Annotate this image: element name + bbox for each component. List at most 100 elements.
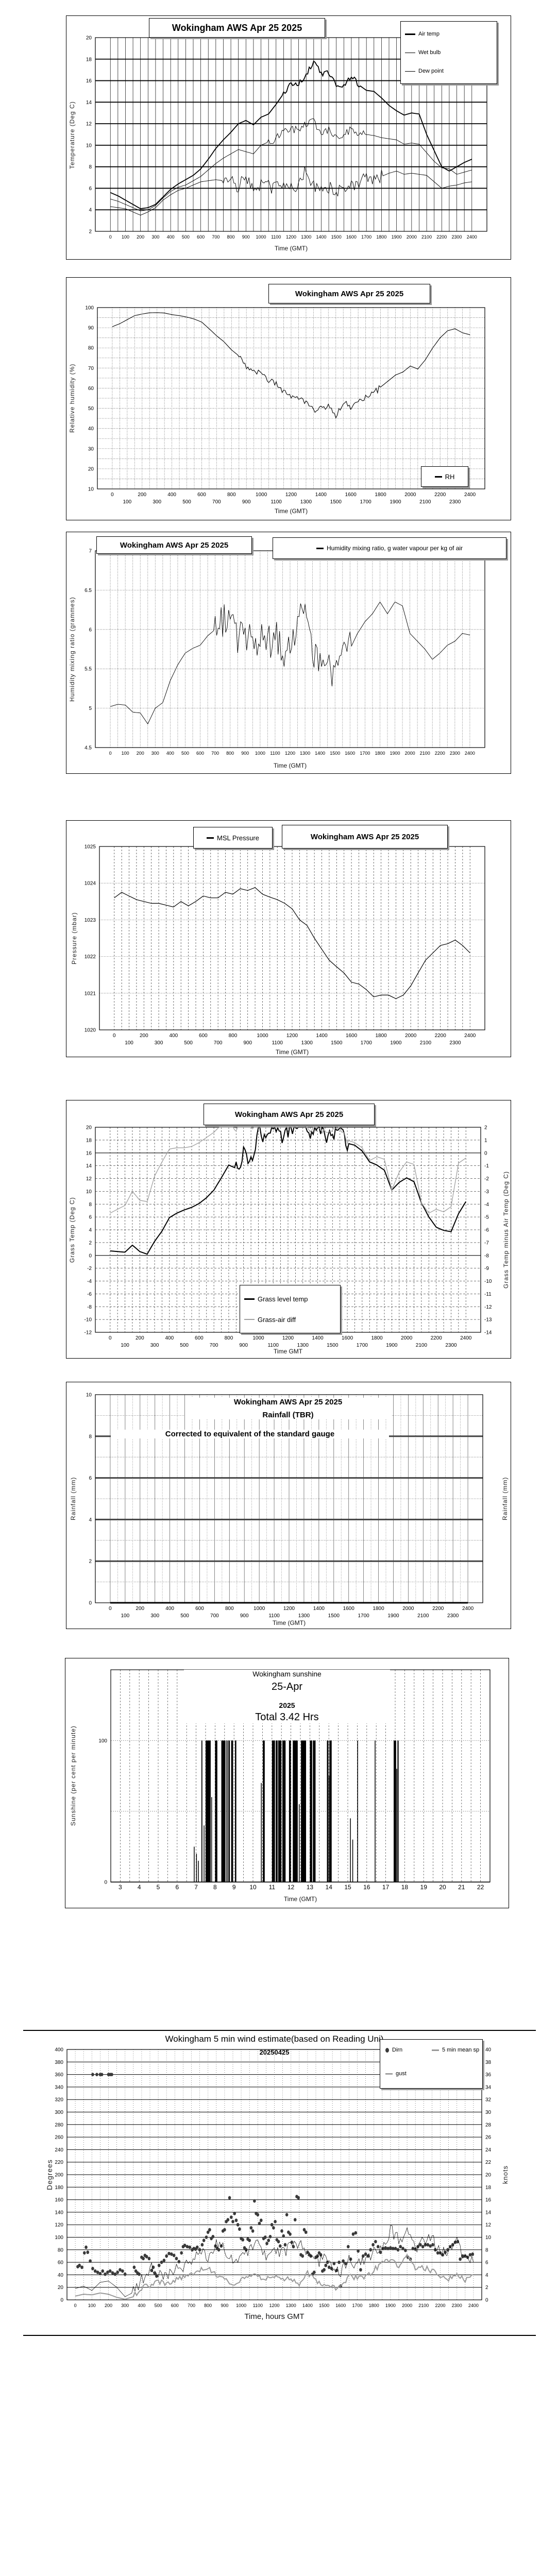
x-tick-label: 0	[109, 1335, 112, 1341]
x-tick-label: 0	[111, 492, 114, 498]
x-tick-label: 2400	[460, 1335, 472, 1341]
x-tick-label: 2000	[404, 492, 416, 498]
y-right-tick-label: -4	[484, 1202, 489, 1208]
x-tick-label: 1500	[327, 1343, 339, 1348]
x-tick-label: 1300	[286, 2303, 296, 2308]
wind-direction-dot	[332, 2262, 336, 2265]
x-tick-label: 1200	[285, 492, 297, 498]
y-tick-label: 6	[89, 186, 92, 192]
y-tick-label: 4	[89, 208, 92, 213]
wind-direction-dot	[399, 2245, 402, 2249]
y-tick-label: -2	[87, 1266, 92, 1272]
x-tick-label: 1200	[285, 751, 295, 756]
sunshine-bar	[226, 1740, 228, 1882]
x-tick-label: 2300	[450, 751, 460, 756]
x-tick-label: 0	[109, 751, 112, 756]
y-tick-label: 240	[55, 2147, 63, 2153]
wind-direction-dot	[282, 2234, 285, 2238]
x-tick-label: 2300	[452, 2303, 462, 2308]
x-tick-label: 1100	[253, 2303, 263, 2308]
series-line	[110, 1126, 466, 1214]
chart-title: Wokingham AWS Apr 25 2025	[96, 536, 252, 554]
chart-title: Wokingham AWS Apr 25 2025	[149, 18, 325, 38]
chart-title: Wokingham AWS Apr 25 2025 Rainfall (TBR)	[185, 1398, 391, 1419]
x-tick-label: 1500	[319, 2303, 329, 2308]
sunshine-bar	[272, 1740, 275, 1882]
x-tick-label: 1800	[375, 492, 386, 498]
x-tick-label: 16	[363, 1884, 370, 1891]
x-tick-label: 800	[227, 234, 235, 240]
x-tick-label: 8	[213, 1884, 217, 1891]
x-tick-label: 17	[382, 1884, 390, 1891]
wind-direction-dot	[183, 2243, 187, 2247]
legend-item: Air temp	[405, 31, 439, 37]
x-tick-label: 1000	[257, 1033, 268, 1039]
wind-direction-dot	[369, 2248, 373, 2252]
legend-label: Grass level temp	[258, 1295, 308, 1303]
y-tick-label: 4.5	[84, 745, 92, 751]
x-tick-label: 400	[138, 2303, 145, 2308]
wind-direction-dot	[259, 2218, 263, 2223]
wind-direction-dot	[436, 2251, 439, 2255]
chart-sunshine-frame: 3 4 5 6 7 8 9 10 11 12 13 14 15 16 17 18 19 20 21 22 0 100 Wo…	[65, 1658, 509, 1908]
x-tick-label: 200	[136, 1606, 144, 1612]
sunshine-bar	[201, 1740, 202, 1882]
series-line	[114, 887, 470, 999]
y-right-tick-label: 18	[485, 2185, 492, 2191]
x-tick-label: 2000	[402, 1606, 414, 1612]
x-tick-label: 2000	[405, 751, 415, 756]
wind-direction-dot	[226, 2218, 230, 2222]
sunshine-bar	[206, 1740, 211, 1882]
total-label: Total 3.42 Hrs	[255, 1711, 319, 1723]
y-tick-label: 12	[86, 1176, 92, 1182]
y-right-tick-label: -10	[484, 1279, 492, 1284]
sunshine-bar	[327, 1740, 329, 1882]
y-right-tick-label: -2	[484, 1176, 489, 1182]
mean-speed-line-swatch	[432, 2049, 439, 2051]
y-tick-label: 1024	[84, 881, 96, 887]
wind-direction-dot	[101, 2269, 105, 2273]
wind-direction-dot	[464, 2254, 467, 2258]
chart-title-block: Wokingham sunshine 25-Apr 2025 Total 3.4…	[184, 1670, 390, 1723]
wind-direction-dot	[327, 2265, 331, 2269]
y-tick-label: 8	[89, 1434, 92, 1439]
wind-direction-dot	[394, 2246, 397, 2250]
x-tick-label: 11	[269, 1884, 276, 1891]
x-tick-label: 1500	[328, 1613, 340, 1619]
chart-pressure-frame: 0 100 200 300 400 500 600 700 800 900 1000 1100 1200…	[66, 820, 511, 1057]
chart-title: Wokingham AWS Apr 25 2025	[204, 1104, 375, 1125]
chart-title-line1: Wokingham AWS Apr 25 2025	[233, 1398, 343, 1406]
wind-direction-dot	[386, 2246, 390, 2250]
x-tick-label: 100	[122, 234, 129, 240]
x-tick-label: 400	[165, 1606, 174, 1612]
chart-layer-4: 0100200300400500600700800900100011001200…	[84, 1125, 492, 1349]
y-right-tick-label: 14	[485, 2210, 492, 2215]
wind-direction-dot	[326, 2260, 329, 2264]
legend: MSL Pressure	[193, 827, 273, 849]
wind-direction-dot	[258, 2222, 261, 2226]
wind-direction-dot	[147, 2257, 151, 2261]
legend-item: Dirn	[385, 2047, 402, 2053]
x-tick-label: 700	[211, 751, 219, 756]
x-tick-label: 0	[74, 2303, 77, 2308]
y-tick-label: 200	[55, 2173, 63, 2178]
x-tick-label: 400	[166, 751, 174, 756]
sunshine-bar	[221, 1740, 226, 1882]
x-tick-label: 1800	[373, 1606, 384, 1612]
wind-direction-dot	[293, 2218, 297, 2222]
chart-grass-temp-frame: 0 100 200 300 400 500 600 700 800 900 1000 1100 1200…	[66, 1100, 511, 1359]
wind-direction-dot	[396, 2248, 400, 2252]
x-tick-label: 1400	[315, 492, 327, 498]
y-tick-label: 100	[55, 2235, 63, 2241]
y-right-tick-label: 2	[484, 1125, 487, 1131]
series-line	[110, 601, 470, 725]
y-right-tick-label: -6	[484, 1228, 489, 1233]
y-tick-label: 1022	[84, 954, 96, 960]
x-tick-label: 300	[153, 499, 161, 505]
wind-direction-dot	[323, 2268, 326, 2272]
x-tick-label: 400	[165, 1335, 174, 1341]
x-tick-label: 100	[88, 2303, 96, 2308]
wind-direction-dot	[374, 2240, 377, 2244]
x-tick-label: 1300	[301, 1040, 313, 1046]
y-tick-label: 20	[58, 2285, 64, 2291]
